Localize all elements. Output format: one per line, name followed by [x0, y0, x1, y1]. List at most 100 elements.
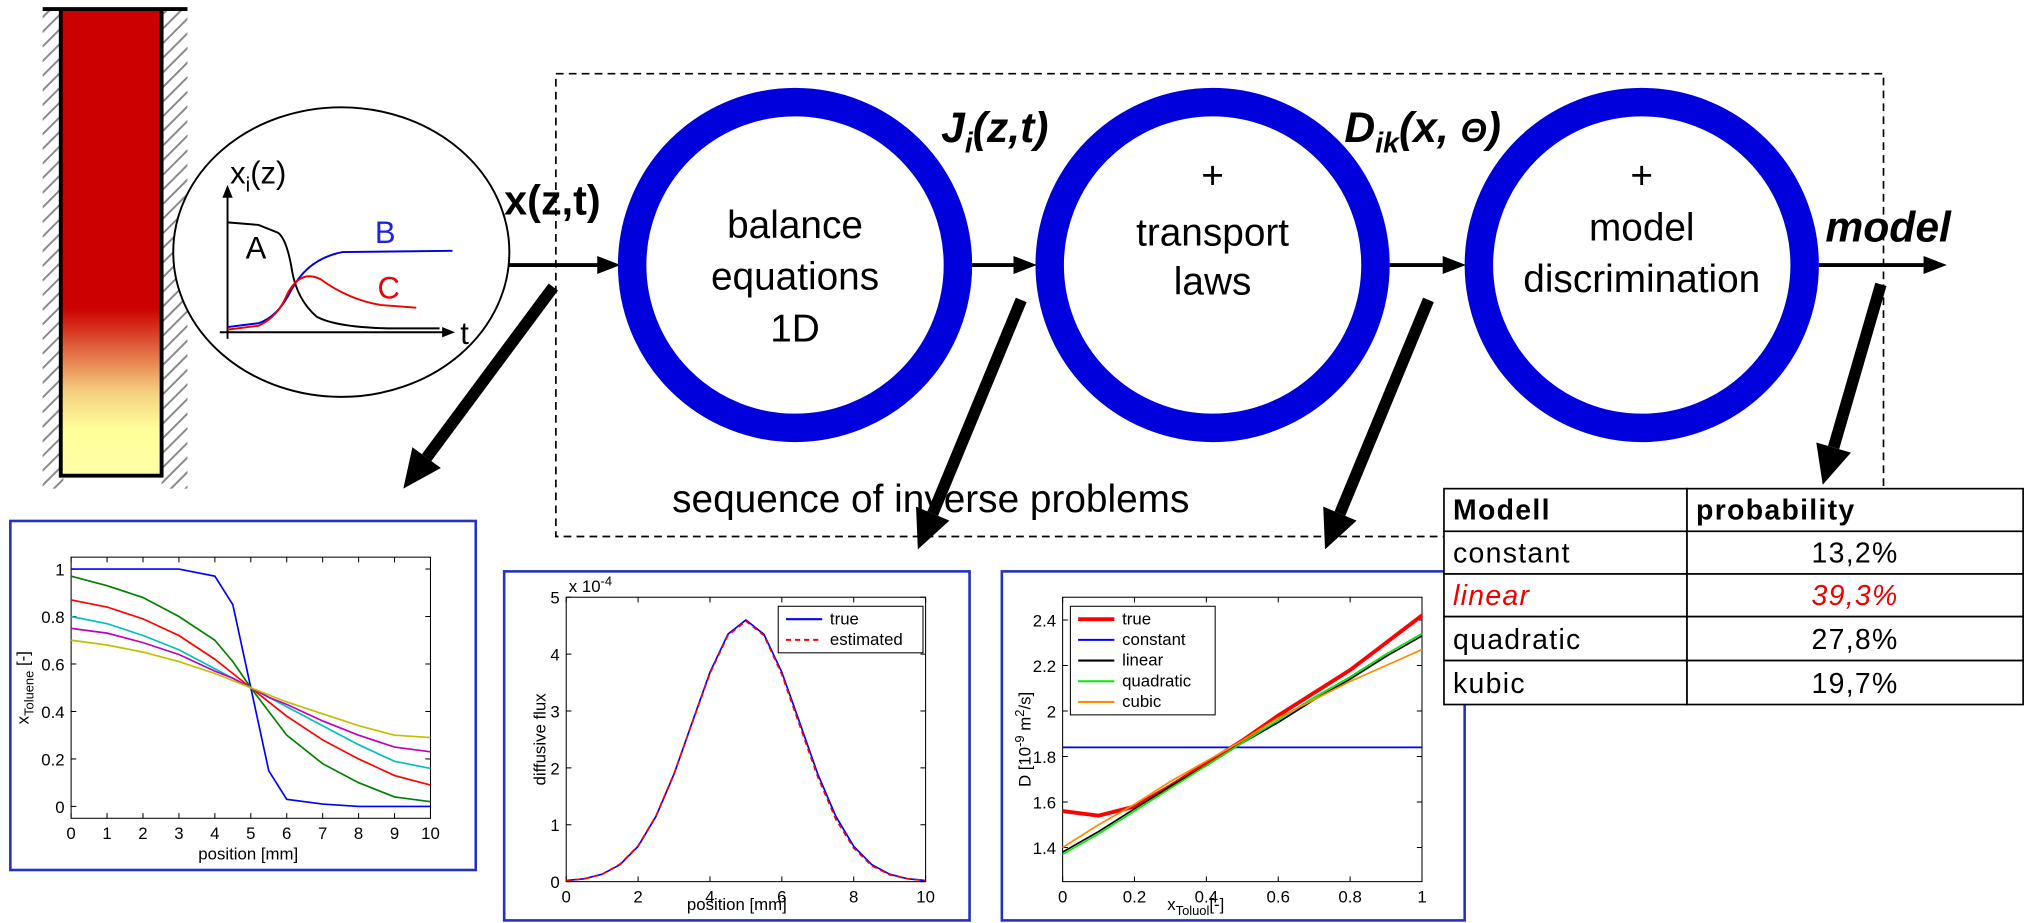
legend-label: true — [1122, 609, 1151, 628]
y-tick-label: 1 — [55, 560, 64, 579]
y-tick-label: 0 — [550, 873, 559, 892]
sketch-y-label: xi(z) — [230, 156, 286, 197]
plot-frame — [10, 521, 475, 870]
inset-plot: 01234567891000.20.40.60.81position [mm]x… — [10, 521, 475, 870]
label-sub: Toluene — [22, 671, 37, 716]
label-part: D [10 — [1015, 747, 1034, 787]
x-tick-label: 7 — [318, 824, 327, 843]
x-tick-label: 9 — [390, 824, 399, 843]
table-text: 13,2% — [1812, 537, 1899, 569]
diagram: xi(z) t A B C balance equations 1D + tra… — [0, 0, 2027, 923]
y-tick-label: 0.6 — [41, 655, 64, 674]
x-tick-label: 4 — [210, 824, 219, 843]
x-tick-label: 10 — [916, 887, 935, 906]
y-tick-label: 2 — [550, 759, 559, 778]
label-symbol: Θ — [1461, 113, 1487, 150]
x-tick-label: 8 — [849, 887, 858, 906]
label-sub: ik — [1375, 128, 1400, 160]
flow-arrow-head — [1443, 256, 1466, 274]
table-header: Modell — [1453, 495, 1551, 527]
label-part: (x, — [1399, 104, 1461, 152]
label-part: x 10 — [569, 577, 601, 596]
x-tick-label: 2 — [138, 824, 147, 843]
y-tick-label: 0.2 — [41, 750, 64, 769]
label-part: J — [941, 104, 966, 152]
table-text: 27,8% — [1812, 624, 1899, 656]
y-tick-label: 3 — [550, 702, 559, 721]
table-header: probability — [1696, 495, 1856, 527]
x-tick-label: 0 — [562, 887, 571, 906]
x-tick-label: 6 — [282, 824, 291, 843]
x-tick-label: 1 — [1417, 887, 1426, 906]
diffusivity-label: Dik(x, Θ) — [1344, 104, 1500, 159]
step-text: equations — [711, 256, 879, 299]
body: { "inset_sketch": {"y_label": {"main": "… — [0, 0, 2027, 923]
x-tick-label: 5 — [246, 824, 255, 843]
input-label: x(z,t) — [504, 178, 601, 224]
y-tick-label: 1.6 — [1033, 793, 1056, 812]
x-tick-label: 0 — [1058, 887, 1067, 906]
label-sup: -4 — [601, 574, 612, 589]
step-text: model — [1589, 206, 1695, 249]
step-text: transport — [1136, 212, 1289, 255]
axis-label: diffusive flux — [531, 693, 550, 786]
x-tick-label: 10 — [421, 824, 440, 843]
flow-arrow-head — [1014, 256, 1037, 274]
curve-label: B — [375, 215, 396, 250]
table-text: linear — [1453, 580, 1531, 612]
label-part: /s] — [1015, 692, 1034, 710]
table-text: constant — [1453, 537, 1571, 569]
y-tick-label: 1.8 — [1033, 748, 1056, 767]
table-text: 19,7% — [1812, 668, 1899, 700]
label-part: (z,t) — [973, 104, 1049, 152]
probability-table: Modell probability constant 13,2% linear 39,3… — [1444, 489, 2023, 705]
link-arrow — [1834, 284, 1881, 447]
flow-arrow-head — [1924, 256, 1947, 274]
y-tick-label: 2.2 — [1033, 657, 1056, 676]
legend-label: estimated — [830, 630, 903, 649]
y-tick-label: 0 — [55, 798, 64, 817]
legend-label: quadratic — [1122, 671, 1191, 690]
x-tick-label: 0.2 — [1123, 887, 1146, 906]
label-part: [-] — [1209, 895, 1224, 914]
label-sub: Toluol — [1176, 903, 1210, 918]
axis-label: position [mm] — [198, 845, 298, 864]
x-tick-label: 8 — [354, 824, 363, 843]
column-content — [61, 10, 162, 475]
y-tick-label: 2.4 — [1033, 611, 1056, 630]
y-tick-label: 0.8 — [41, 608, 64, 627]
step-text: balance — [727, 204, 863, 247]
step-text: laws — [1174, 261, 1252, 304]
label-part: m — [1015, 717, 1034, 736]
legend-label: cubic — [1122, 692, 1161, 711]
legend-label: true — [830, 609, 859, 628]
y-tick-label: 1 — [550, 816, 559, 835]
label-part: x — [13, 715, 32, 724]
y-tick-label: 1.4 — [1033, 839, 1056, 858]
curve-label: A — [246, 231, 267, 266]
table-text: kubic — [1453, 668, 1526, 700]
label-part: [-] — [13, 651, 32, 671]
step-text: discrimination — [1523, 258, 1760, 301]
x-tick-label: 0 — [66, 824, 75, 843]
y-tick-label: 5 — [550, 589, 559, 608]
x-tick-label: 3 — [174, 824, 183, 843]
curve-label: C — [377, 271, 399, 306]
x-tick-label: 2 — [633, 887, 642, 906]
legend-label: linear — [1122, 651, 1163, 670]
flux-label: Ji(z,t) — [941, 104, 1048, 159]
label-part: (z) — [250, 156, 286, 191]
table-text: quadratic — [1453, 624, 1582, 656]
label-part: D — [1344, 104, 1375, 152]
x-tick-label: 0.6 — [1267, 887, 1290, 906]
legend-label: constant — [1122, 630, 1186, 649]
flow-arrow-head — [597, 256, 620, 274]
table-text: 39,3% — [1812, 580, 1899, 612]
label-sup: 2 — [1012, 710, 1027, 717]
step-text: + — [1630, 155, 1653, 198]
sketch-x-label: t — [460, 316, 469, 351]
step-text: 1D — [770, 307, 820, 350]
link-arrow-head — [1816, 442, 1851, 484]
y-tick-label: 2 — [1047, 702, 1056, 721]
